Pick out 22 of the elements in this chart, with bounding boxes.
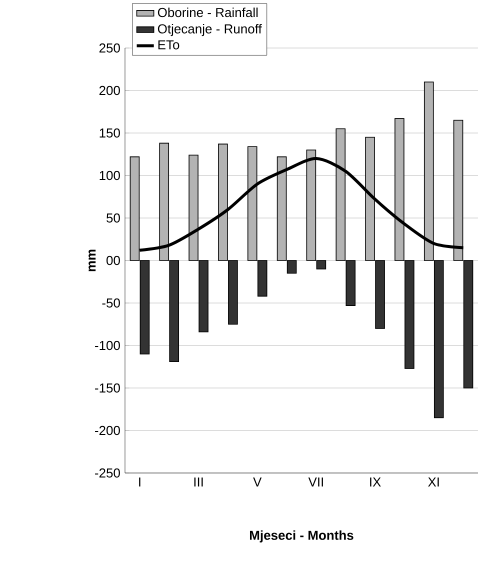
x-tick-label: I [139,478,140,486]
y-tick-label: 200 [99,86,120,96]
y-tick-label: -200 [95,426,120,436]
y-tick-label: -250 [95,468,120,478]
y-tick-label: -150 [95,383,120,393]
x-tick-label: XI [428,478,439,486]
x-tick-label: VII [308,478,323,486]
legend-label: ETo [158,40,180,50]
x-tick-label: IX [370,478,381,486]
y-tick-label: 00 [106,256,120,266]
x-tick-label: III [194,478,203,486]
legend-label: Oborine - Rainfall [158,8,258,18]
y-tick-label: -100 [95,340,120,350]
y-tick-label: 250 [99,43,120,53]
x-tick-label: V [253,478,262,486]
y-tick-label: 100 [100,170,120,180]
y-tick-label: -50 [102,298,120,308]
legend-label: Otjecanje - Runoff [158,24,262,36]
y-axis-title: mm [88,250,96,272]
y-tick-label: 150 [100,128,120,138]
x-axis-title: Mjeseci - Months [250,530,354,542]
y-tick-label: 50 [106,213,120,223]
